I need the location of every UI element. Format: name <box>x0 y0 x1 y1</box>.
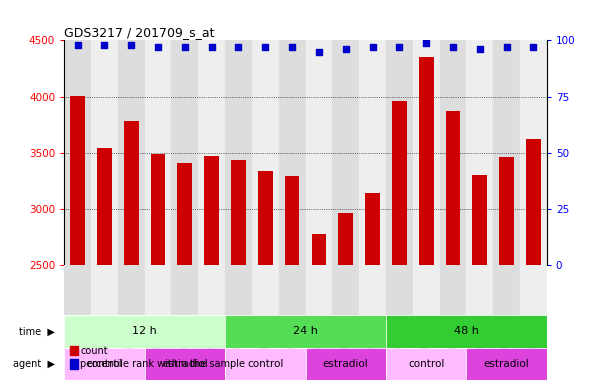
Bar <box>499 157 514 384</box>
Text: 48 h: 48 h <box>454 326 479 336</box>
Point <box>502 44 511 50</box>
Bar <box>386 315 547 348</box>
Bar <box>306 40 332 265</box>
Bar <box>520 265 547 315</box>
Point <box>207 44 216 50</box>
Text: count: count <box>80 346 108 356</box>
Bar <box>413 40 439 265</box>
Bar <box>91 265 118 315</box>
Bar <box>338 214 353 384</box>
Bar <box>172 265 198 315</box>
Bar <box>306 265 332 315</box>
Point <box>233 44 243 50</box>
Bar <box>70 96 85 384</box>
Bar <box>225 265 252 315</box>
Bar <box>252 265 279 315</box>
Bar <box>285 176 299 384</box>
Bar <box>386 40 413 265</box>
Bar <box>252 40 279 265</box>
Bar <box>439 40 466 265</box>
Bar <box>145 348 225 380</box>
Bar <box>225 315 386 348</box>
Point <box>422 40 431 46</box>
Bar <box>231 160 246 384</box>
Bar <box>306 348 386 380</box>
Text: control: control <box>86 359 123 369</box>
Text: estradiol: estradiol <box>484 359 530 369</box>
Bar <box>520 40 547 265</box>
Bar <box>279 40 306 265</box>
Bar <box>392 101 407 384</box>
Point <box>448 44 458 50</box>
Bar <box>198 265 225 315</box>
Bar <box>332 265 359 315</box>
Bar <box>225 40 252 265</box>
Point <box>260 44 270 50</box>
Point <box>126 42 136 48</box>
Text: 12 h: 12 h <box>132 326 157 336</box>
Bar <box>64 315 225 348</box>
Bar <box>172 40 198 265</box>
Bar <box>279 265 306 315</box>
Bar <box>493 265 520 315</box>
Bar <box>493 40 520 265</box>
Bar <box>445 111 460 384</box>
Bar <box>258 171 273 384</box>
Bar <box>359 265 386 315</box>
Text: percentile rank within the sample: percentile rank within the sample <box>80 359 245 369</box>
Point <box>180 44 190 50</box>
Bar <box>64 265 91 315</box>
Bar <box>365 193 380 384</box>
Text: control: control <box>247 359 284 369</box>
Bar <box>145 265 172 315</box>
Bar <box>204 156 219 384</box>
Bar <box>472 175 487 384</box>
Point <box>287 44 297 50</box>
Bar <box>64 348 145 380</box>
Point <box>475 46 485 52</box>
Point <box>153 44 163 50</box>
Bar <box>145 40 172 265</box>
Bar <box>526 139 541 384</box>
Bar <box>118 40 145 265</box>
Point <box>341 46 351 52</box>
Bar <box>64 40 91 265</box>
Bar <box>332 40 359 265</box>
Text: time  ▶: time ▶ <box>18 326 54 336</box>
Bar <box>359 40 386 265</box>
Bar <box>198 40 225 265</box>
Bar <box>312 234 326 384</box>
Text: control: control <box>408 359 444 369</box>
Bar <box>118 265 145 315</box>
Bar <box>177 163 192 384</box>
Point <box>395 44 404 50</box>
Point <box>368 44 378 50</box>
Point <box>314 48 324 55</box>
Bar <box>413 265 439 315</box>
Text: estradiol: estradiol <box>323 359 368 369</box>
Point <box>100 42 109 48</box>
Bar <box>124 121 139 384</box>
Text: agent  ▶: agent ▶ <box>12 359 54 369</box>
Bar <box>466 348 547 380</box>
Text: 24 h: 24 h <box>293 326 318 336</box>
Bar <box>439 265 466 315</box>
Bar <box>466 40 493 265</box>
Bar <box>225 348 306 380</box>
Text: estradiol: estradiol <box>162 359 208 369</box>
Bar <box>91 40 118 265</box>
Bar <box>386 348 466 380</box>
Bar <box>466 265 493 315</box>
Bar <box>97 148 112 384</box>
Point <box>529 44 538 50</box>
Text: GDS3217 / 201709_s_at: GDS3217 / 201709_s_at <box>64 26 214 39</box>
Bar <box>419 57 434 384</box>
Bar <box>386 265 413 315</box>
Bar <box>151 154 166 384</box>
Point <box>73 42 82 48</box>
